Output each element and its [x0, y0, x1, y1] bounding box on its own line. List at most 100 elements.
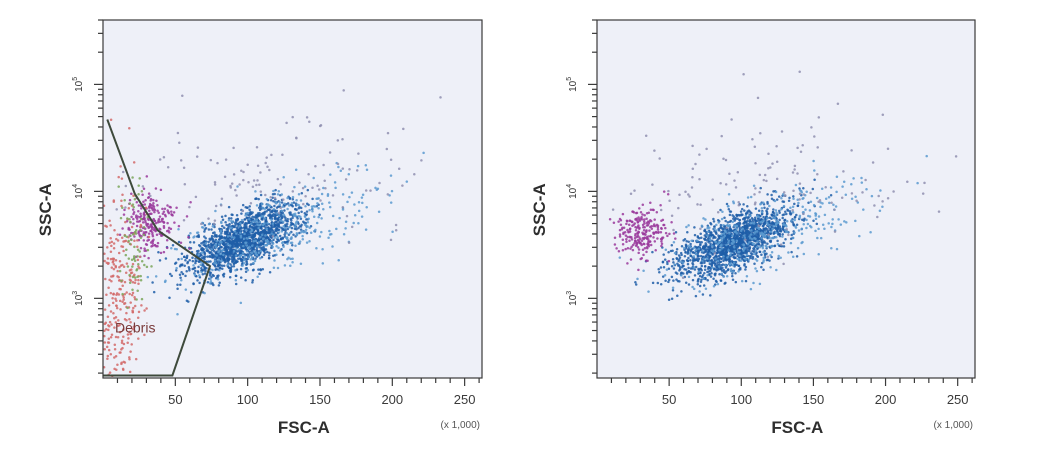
data-point [114, 264, 117, 268]
data-point [721, 210, 724, 213]
data-point [688, 195, 691, 198]
data-point [237, 243, 241, 246]
data-point [176, 283, 179, 287]
data-point [775, 198, 779, 201]
data-point [791, 209, 794, 212]
data-point [274, 229, 277, 233]
data-point [178, 141, 181, 145]
data-point [128, 281, 132, 285]
data-point [268, 204, 272, 207]
data-point [209, 260, 212, 263]
data-point [290, 204, 294, 207]
data-point [200, 270, 203, 274]
data-point [794, 226, 798, 229]
data-point [122, 342, 126, 346]
data-point [205, 246, 208, 250]
data-point [173, 221, 176, 224]
data-point [779, 243, 783, 246]
data-point [258, 223, 261, 227]
data-point [691, 251, 695, 254]
data-point [776, 239, 779, 243]
data-point [243, 232, 246, 236]
data-point [626, 262, 629, 265]
data-point [143, 249, 146, 253]
data-point [131, 262, 135, 266]
data-point [295, 220, 299, 223]
data-point [157, 211, 160, 215]
data-point [255, 145, 259, 149]
data-point [703, 251, 706, 254]
data-point [150, 226, 154, 229]
data-point [278, 234, 282, 238]
data-point [729, 267, 733, 271]
data-point [254, 257, 257, 260]
data-point [143, 263, 146, 267]
data-point [207, 222, 211, 226]
data-point [118, 330, 122, 334]
data-point [738, 268, 741, 271]
data-point [133, 239, 136, 242]
data-point [744, 238, 747, 241]
data-point [636, 246, 640, 249]
data-point [694, 258, 697, 262]
data-point [108, 371, 112, 374]
data-point [763, 173, 767, 177]
data-point [206, 248, 209, 252]
data-point [219, 252, 222, 256]
data-point [213, 231, 216, 234]
data-point [714, 257, 717, 260]
data-point [112, 312, 115, 315]
data-point [168, 231, 171, 234]
data-point [781, 213, 785, 217]
data-point [655, 223, 659, 227]
data-point [744, 268, 747, 271]
data-point [782, 204, 786, 208]
data-point [757, 234, 761, 237]
data-point [836, 102, 840, 106]
data-point [179, 276, 182, 280]
data-point [279, 249, 282, 252]
data-point [291, 260, 294, 264]
data-point [183, 264, 186, 267]
data-point [119, 351, 122, 354]
data-point [328, 201, 331, 204]
data-point [131, 275, 135, 279]
data-point [218, 269, 221, 272]
data-point [663, 258, 667, 261]
data-point [682, 246, 686, 250]
data-point [315, 246, 318, 250]
data-point [240, 259, 243, 262]
data-point [784, 230, 788, 234]
data-point [736, 217, 739, 220]
data-point [143, 203, 147, 206]
data-point [133, 259, 137, 263]
data-point [758, 250, 762, 254]
data-point [270, 153, 273, 157]
data-point [235, 247, 238, 250]
data-point [639, 210, 643, 214]
data-point [708, 226, 711, 229]
data-point [675, 272, 679, 275]
data-point [729, 252, 733, 255]
data-point [689, 246, 692, 249]
data-point [735, 224, 739, 228]
data-point [756, 240, 759, 243]
data-point [130, 343, 133, 346]
data-point [213, 219, 217, 222]
data-point [146, 224, 149, 228]
data-point [728, 232, 731, 235]
data-point [188, 259, 191, 262]
data-point [247, 247, 250, 250]
data-point [755, 245, 759, 249]
data-point [203, 224, 207, 227]
data-point [621, 226, 624, 230]
data-point [203, 251, 207, 255]
data-point [714, 240, 717, 243]
data-point [753, 193, 756, 196]
data-point [634, 217, 637, 221]
data-point [139, 279, 143, 282]
data-point [694, 162, 697, 166]
data-point [291, 195, 295, 199]
data-point [654, 230, 658, 234]
data-point [126, 265, 130, 268]
